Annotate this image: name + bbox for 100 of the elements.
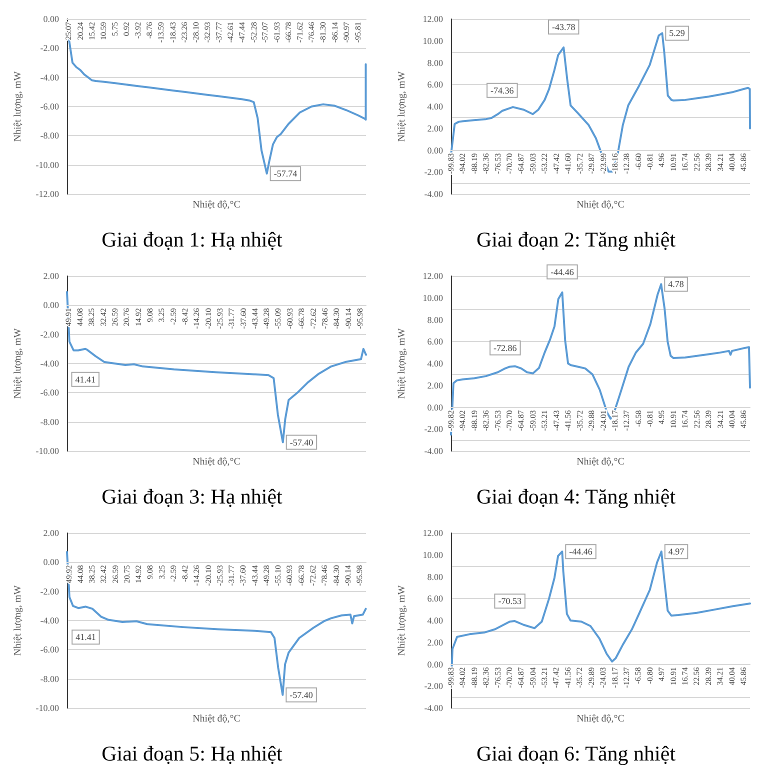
x-tick-label: -55.10	[274, 565, 283, 586]
x-tick-label: -18.43	[168, 22, 178, 43]
x-tick-label: 40.04	[727, 667, 736, 686]
x-tick-label: 4.96	[657, 153, 666, 168]
x-tick-label: 25.07	[64, 22, 74, 40]
x-tick-label: 34.21	[716, 667, 725, 686]
x-tick-label: 20.24	[76, 22, 85, 40]
y-tick-label: 2.00	[427, 123, 444, 134]
y-tick-label: 0.00	[427, 145, 444, 156]
y-tick-label: 6.00	[427, 80, 444, 90]
y-tick-label: -4.00	[424, 703, 444, 713]
y-tick-label: -2.00	[40, 329, 60, 340]
x-tick-label: 40.04	[728, 410, 736, 428]
y-tick-label: 8.00	[427, 58, 444, 68]
x-tick-label: -37.60	[238, 308, 248, 329]
x-tick-label: 45.86	[739, 410, 748, 428]
x-tick-label: -29.88	[587, 410, 596, 431]
annotation: -74.36	[490, 85, 514, 96]
x-tick-label: -41.56	[563, 667, 572, 688]
x-tick-label: -55.09	[274, 308, 283, 329]
text: Giai đoạn 2: Tăng nhiệt	[476, 228, 676, 252]
annotation: 41.41	[75, 374, 96, 384]
text: Giai đoạn 3: Hạ nhiệt	[102, 484, 283, 508]
annotation: -57.40	[290, 437, 314, 448]
y-tick-label: 10.00	[422, 550, 444, 560]
x-tick-label: -60.93	[285, 308, 294, 329]
x-tick-label: -35.72	[575, 153, 584, 174]
y-axis-title: Nhiệt lượng, mW	[12, 328, 24, 399]
x-tick-label: -78.46	[320, 565, 330, 586]
x-tick-label: 16.74	[680, 410, 690, 428]
y-tick-label: 4.00	[427, 358, 444, 368]
x-tick-label: -76.53	[493, 667, 502, 688]
y-tick-label: 2.00	[427, 380, 444, 390]
x-tick-label: -64.87	[516, 667, 526, 688]
x-tick-label: -35.72	[575, 667, 584, 688]
annotation: 41.41	[76, 632, 96, 642]
y-tick-label: 10.00	[422, 36, 444, 46]
x-tick-label: 10.91	[668, 153, 678, 172]
x-tick-label: -0.80	[645, 667, 654, 684]
x-tick-label: -29.89	[586, 667, 596, 688]
annotation: -72.86	[494, 342, 518, 353]
x-tick-label: -41.60	[563, 153, 572, 174]
x-tick-label: 49.91	[64, 308, 73, 326]
x-tick-label: -71.62	[296, 22, 305, 43]
y-tick-label: 0.00	[427, 659, 444, 670]
y-tick-label: 12.00	[422, 271, 444, 281]
y-tick-label: 6.00	[427, 594, 444, 604]
x-tick-label: -70.70	[505, 153, 514, 174]
x-tick-label: -82.36	[482, 410, 491, 431]
x-tick-label: -90.97	[342, 22, 351, 43]
x-tick-label: -8.42	[180, 308, 190, 325]
y-tick-label: -2.00	[40, 586, 60, 596]
y-tick-label: 4.00	[427, 616, 444, 626]
x-axis-title: Nhiệt độ,°C	[192, 456, 241, 468]
x-tick-label: -29.87	[587, 153, 596, 174]
y-tick-label: 4.00	[427, 102, 444, 112]
x-tick-label: -84.30	[332, 565, 341, 586]
text: Giai đoạn 4: Tăng nhiệt	[476, 484, 676, 508]
x-tick-label: -24.03	[598, 667, 608, 688]
x-axis-title: Nhiệt độ,°C	[192, 714, 241, 724]
y-axis-title: Nhiệt lượng, mW	[396, 584, 408, 656]
x-tick-label: -90.14	[344, 308, 353, 329]
y-axis-title: Nhiệt lượng, mW	[12, 584, 24, 656]
x-tick-label: -53.21	[540, 410, 550, 431]
x-tick-label: -90.14	[343, 565, 352, 586]
x-tick-label: -99.83	[446, 667, 456, 688]
x-tick-label: 38.25	[87, 308, 96, 326]
x-tick-label: -70.70	[505, 410, 514, 431]
x-tick-label: 40.04	[728, 153, 736, 172]
y-tick-label: 2.00	[427, 637, 444, 648]
x-tick-label: 26.59	[110, 565, 120, 584]
y-axis-title: Nhiệt lượng, mW	[396, 328, 408, 399]
y-tick-label: -4.00	[424, 446, 444, 456]
x-tick-label: -94.02	[458, 153, 468, 174]
x-tick-label: -18.17	[610, 410, 620, 431]
x-tick-label: -2.59	[168, 308, 178, 325]
x-tick-label: 14.92	[134, 565, 144, 584]
x-tick-label: -82.36	[482, 153, 491, 174]
x-tick-label: 45.86	[739, 153, 748, 172]
x-tick-label: -32.93	[202, 22, 212, 43]
x-tick-label: -37.77	[214, 22, 224, 43]
y-tick-label: 0.00	[43, 557, 60, 568]
y-tick-label: 2.00	[43, 271, 60, 281]
x-axis-title: Nhiệt độ,°C	[192, 200, 241, 210]
x-tick-label: 44.08	[76, 308, 85, 326]
x-tick-label: 34.21	[716, 410, 725, 428]
y-tick-label: -10.00	[36, 446, 60, 456]
x-tick-label: -31.77	[227, 308, 236, 329]
x-tick-label: -6.58	[634, 410, 643, 427]
x-tick-label: -49.28	[262, 565, 271, 586]
x-tick-label: -2.59	[168, 565, 178, 582]
x-tick-label: 22.56	[692, 410, 702, 428]
y-tick-label: -8.00	[40, 130, 60, 141]
x-tick-label: -66.78	[284, 22, 293, 43]
x-tick-label: -61.93	[272, 22, 282, 43]
y-tick-label: -12.00	[36, 189, 60, 199]
x-tick-label: 14.92	[134, 308, 143, 326]
y-tick-label: 0.00	[43, 14, 60, 24]
x-tick-label: -14.26	[192, 565, 202, 586]
y-tick-label: -4.00	[40, 72, 60, 82]
